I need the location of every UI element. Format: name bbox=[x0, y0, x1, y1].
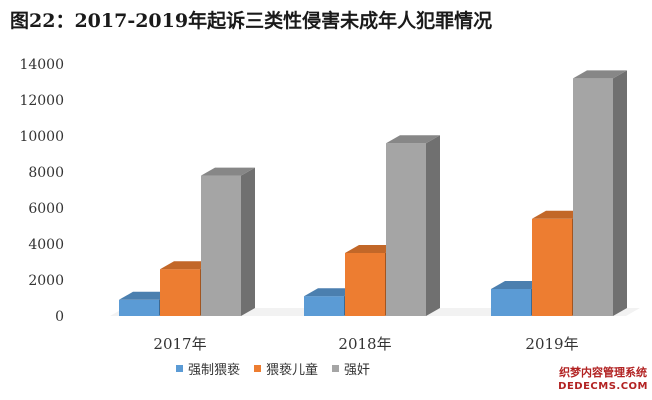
bar-front bbox=[345, 253, 385, 316]
bar-top bbox=[491, 281, 545, 289]
y-tick-label: 2000 bbox=[28, 273, 64, 289]
bar-top bbox=[119, 291, 173, 300]
bar-top bbox=[345, 245, 399, 253]
bar-front bbox=[532, 218, 572, 316]
bar-front bbox=[201, 175, 241, 316]
legend-swatch-series-2 bbox=[254, 364, 262, 372]
legend-label-series-2: 猥亵儿童 bbox=[266, 362, 319, 378]
y-tick-label: 14000 bbox=[19, 57, 64, 73]
watermark-line-1: 织梦内容管理系统 bbox=[559, 366, 648, 379]
legend-swatch-series-3 bbox=[332, 364, 340, 372]
legend-label-series-1: 强制猥亵 bbox=[188, 362, 241, 378]
x-tick-label: 2017年 bbox=[153, 335, 206, 353]
watermark: 织梦内容管理系统 DEDECMS.COM bbox=[558, 366, 648, 394]
legend-item-series-1: 强制猥亵 bbox=[176, 359, 240, 378]
bar-front bbox=[304, 296, 344, 316]
legend-swatch-series-1 bbox=[176, 364, 183, 372]
y-tick-label: 6000 bbox=[28, 201, 64, 217]
chart-legend: 强制猥亵 猥亵儿童 强奸 bbox=[176, 359, 370, 378]
bar-top bbox=[201, 167, 255, 176]
legend-item-series-3: 强奸 bbox=[332, 359, 370, 378]
bar-side bbox=[613, 70, 627, 317]
legend-item-series-2: 猥亵儿童 bbox=[254, 359, 318, 378]
bar-front bbox=[573, 78, 613, 317]
y-tick-label: 0 bbox=[55, 309, 64, 325]
y-tick-label: 4000 bbox=[28, 237, 64, 253]
bar-side bbox=[241, 167, 255, 316]
bar-front bbox=[160, 269, 200, 316]
bar-side bbox=[426, 135, 440, 316]
legend-label-series-3: 强奸 bbox=[344, 362, 371, 378]
chart-title: 图22：2017-2019年起诉三类性侵害未成年人犯罪情况 bbox=[10, 10, 493, 32]
bar-front bbox=[119, 299, 159, 316]
y-tick-label: 10000 bbox=[19, 129, 64, 145]
bar-top bbox=[304, 288, 358, 297]
x-tick-label: 2019年 bbox=[525, 335, 578, 353]
bar-front bbox=[491, 289, 531, 316]
bar-top bbox=[386, 135, 440, 144]
watermark-line-2: DEDECMS.COM bbox=[558, 381, 648, 392]
bar-front bbox=[386, 143, 426, 316]
y-tick-label: 8000 bbox=[28, 165, 64, 181]
bar-top bbox=[573, 70, 627, 79]
y-tick-label: 12000 bbox=[19, 93, 64, 109]
bar-top bbox=[532, 210, 586, 219]
x-tick-label: 2018年 bbox=[338, 335, 391, 353]
bar-top bbox=[160, 261, 214, 270]
